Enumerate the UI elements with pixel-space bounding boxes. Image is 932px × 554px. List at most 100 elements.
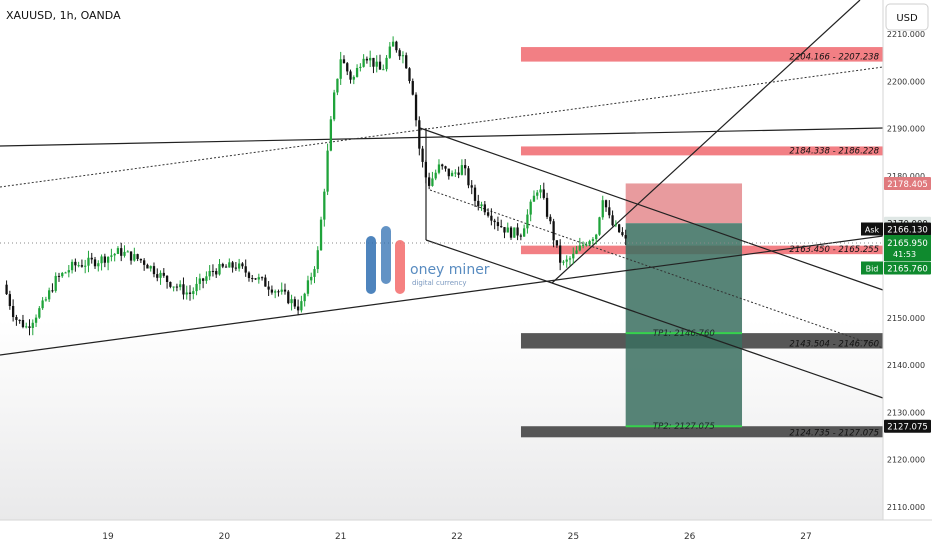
channel-upper-line[interactable] [419, 127, 884, 291]
candle-body [152, 266, 156, 275]
candle-body [205, 276, 208, 281]
price-zone[interactable] [520, 146, 883, 156]
x-tick-label: 25 [568, 532, 579, 542]
take-profit-box[interactable] [625, 223, 743, 427]
candle-body [382, 69, 385, 71]
currency-button-label[interactable]: USD [896, 13, 918, 24]
candle-body [283, 289, 287, 292]
price-axis-labels: 2178.4052170.0002127.075Ask2166.1302165.… [861, 176, 931, 433]
candle-body [493, 220, 496, 223]
candle-body [595, 234, 598, 240]
candle-body [421, 148, 424, 162]
watermark-text: oney miner [410, 262, 490, 278]
candle-body [506, 227, 509, 233]
candle-body [621, 232, 624, 236]
y-tick-label: 2130.000 [887, 408, 925, 417]
candle-body [211, 270, 215, 272]
candle-body [401, 55, 405, 57]
candle-body [41, 300, 44, 309]
candle-body [156, 274, 159, 278]
candle-body [129, 251, 133, 261]
steep-uptrend-line[interactable] [551, 0, 861, 284]
candle-body [21, 320, 25, 328]
trendline-layer[interactable] [0, 0, 884, 399]
candle-body [611, 215, 614, 226]
candle-body [378, 61, 382, 70]
candle-body [509, 227, 513, 238]
candle-body [251, 278, 254, 280]
candle-body [503, 227, 506, 233]
candle-body [185, 292, 188, 295]
price-zone[interactable] [520, 426, 883, 438]
dotted-trendline-upper[interactable] [0, 66, 884, 188]
candle-body [192, 291, 195, 294]
support-trendline[interactable] [0, 235, 884, 356]
candle-body [8, 294, 11, 307]
candle-body [51, 290, 54, 292]
y-tick-label: 2110.000 [887, 503, 925, 512]
candle-body [208, 270, 211, 277]
y-tick-label: 2190.000 [887, 125, 925, 134]
candle-body [591, 239, 595, 241]
candle-body [369, 57, 372, 61]
candle-body [182, 284, 185, 295]
candle-body [457, 172, 460, 175]
candle-body [323, 191, 326, 220]
currency-button[interactable]: USD [885, 3, 929, 31]
candle-body [296, 306, 300, 311]
candle-body [581, 244, 585, 246]
candle-body [434, 172, 437, 179]
candle-body [532, 195, 536, 202]
candle-body [408, 68, 411, 82]
candle-body [411, 81, 414, 95]
x-tick-label: 27 [800, 532, 811, 542]
candle-body [244, 266, 247, 273]
candle-body [552, 221, 555, 241]
time-axis[interactable] [0, 520, 932, 550]
candle-body [427, 177, 431, 186]
x-tick-label: 20 [219, 532, 231, 542]
candle-body [542, 189, 545, 198]
candle-body [365, 58, 369, 61]
stop-loss-box[interactable] [625, 183, 743, 224]
last-price-tag [884, 235, 931, 261]
x-tick-label: 21 [335, 532, 346, 542]
candle-body [146, 264, 149, 269]
candle-body [480, 204, 483, 207]
candle-body [437, 164, 441, 173]
candle-body [424, 161, 428, 178]
position-tool[interactable]: TP1: 2146.760 TP2: 2127.075 [625, 183, 743, 432]
horizontal-trendline[interactable] [0, 127, 884, 147]
plot-shade [0, 320, 883, 520]
candle-body [247, 272, 251, 279]
candle-body [277, 291, 280, 293]
candle-body [5, 284, 8, 295]
candle-body [418, 120, 421, 149]
bid-price-tag [884, 261, 931, 275]
bid-tag [861, 261, 883, 275]
candle-body [496, 222, 500, 227]
bid-price-tag-text: 2165.760 [887, 265, 928, 275]
price-zone[interactable] [520, 47, 883, 62]
candle-body [257, 277, 260, 280]
candle-body [585, 244, 588, 246]
zone-label: 2124.735 - 2127.075 [789, 428, 879, 438]
channel-lower-left[interactable] [425, 239, 553, 284]
tp1-line-label: TP1: 2146.760 [653, 329, 715, 339]
candle-body [444, 166, 447, 169]
zone-label: 2204.166 - 2207.238 [789, 53, 879, 63]
candle-body [215, 271, 218, 275]
candle-body [303, 293, 306, 302]
channel-lower-line[interactable] [551, 282, 884, 399]
candle-body [536, 192, 539, 196]
candle-body [473, 187, 477, 201]
candle-body [195, 283, 198, 292]
bid-tag-text: Bid [866, 265, 879, 274]
candle-body [224, 266, 228, 268]
y-tick-label: 2200.000 [887, 77, 925, 86]
candle-body [175, 286, 179, 288]
candle-body [64, 272, 67, 274]
tp2-line-label: TP2: 2127.075 [653, 422, 715, 432]
